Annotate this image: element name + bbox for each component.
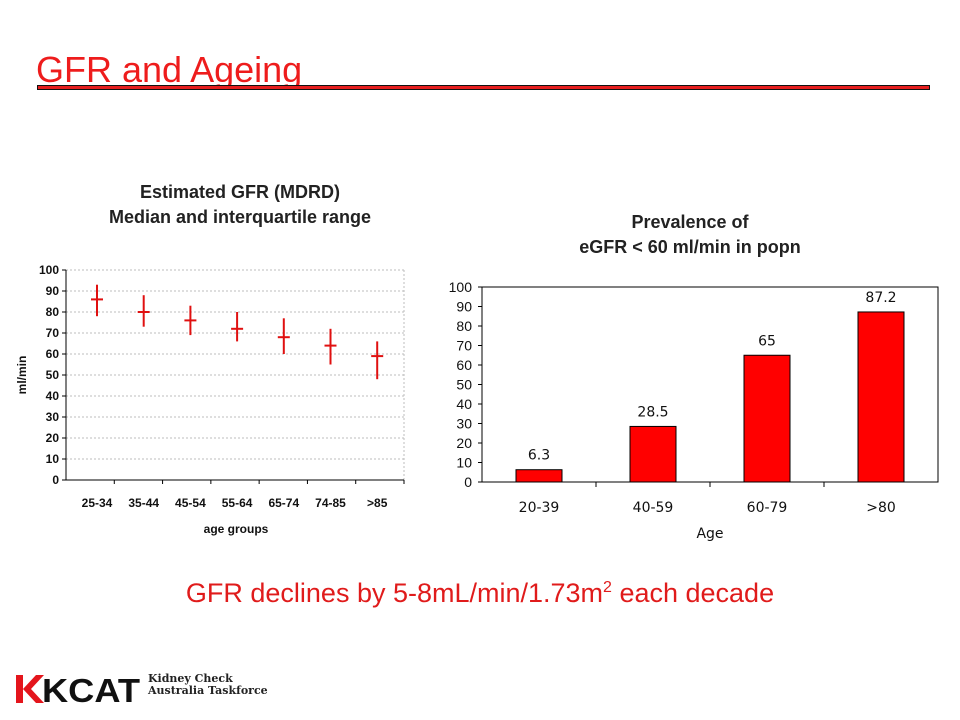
x-tick-label: 60-79: [747, 500, 788, 516]
logo-line2: Australia Taskforce: [148, 684, 268, 697]
bar: [629, 425, 677, 483]
x-tick-label: 45-54: [175, 496, 206, 510]
title-underline: [37, 85, 930, 90]
bar: [857, 311, 905, 483]
y-tick-label: 40: [46, 389, 60, 403]
x-tick-label: 55-64: [222, 496, 253, 510]
y-tick-label: 60: [46, 347, 60, 361]
gfr-chart-title: Estimated GFR (MDRD) Median and interqua…: [40, 180, 440, 230]
y-tick-label: 20: [46, 431, 60, 445]
y-tick-label: 30: [456, 416, 472, 432]
y-tick-label: 50: [456, 377, 472, 393]
y-tick-label: 10: [456, 455, 472, 471]
y-tick-label: 100: [449, 279, 473, 295]
x-tick-label: 40-59: [633, 500, 674, 516]
logo-line1: Kidney Check: [148, 672, 233, 685]
caption-tail: each decade: [611, 578, 775, 608]
logo-wordmark: Kidney Check Australia Taskforce: [148, 673, 268, 697]
x-tick-label: 25-34: [82, 496, 113, 510]
y-tick-label: 70: [456, 338, 472, 354]
bar: [515, 469, 563, 483]
x-tick-label: 74-85: [315, 496, 346, 510]
caption-main: GFR declines by 5-8mL/min/1.73m: [185, 578, 604, 608]
x-tick-label: 35-44: [128, 496, 159, 510]
y-tick-label: 100: [39, 263, 59, 277]
bar: [743, 354, 791, 483]
y-axis-title: ml/min: [15, 356, 29, 395]
data-label: 6.3: [528, 448, 550, 464]
y-tick-label: 60: [456, 357, 472, 373]
logo-mark-text: KCAT: [42, 672, 140, 709]
data-label: 65: [758, 333, 776, 349]
y-tick-label: 10: [46, 452, 60, 466]
y-tick-label: 80: [456, 318, 472, 334]
prevalence-chart-title: Prevalence of eGFR < 60 ml/min in popn: [490, 210, 890, 260]
x-tick-label: >80: [866, 500, 896, 516]
y-tick-label: 30: [46, 410, 60, 424]
x-tick-label: 20-39: [519, 500, 560, 516]
caption-superscript: 2: [603, 579, 612, 596]
prevalence-chart-title-line1: Prevalence of: [631, 212, 749, 232]
slide-caption: GFR declines by 5-8mL/min/1.73m2 each de…: [0, 578, 960, 609]
y-tick-label: 20: [456, 435, 472, 451]
data-label: 28.5: [637, 404, 668, 420]
gfr-chart-title-line2: Median and interquartile range: [108, 207, 372, 227]
prevalence-chart-title-line2: eGFR < 60 ml/min in popn: [579, 237, 801, 257]
data-label: 87.2: [865, 290, 896, 306]
x-axis-title: Age: [696, 526, 723, 542]
x-axis-title: age groups: [204, 522, 269, 536]
y-tick-label: 80: [46, 305, 60, 319]
x-tick-label: >85: [367, 496, 388, 510]
y-tick-label: 0: [464, 474, 472, 490]
y-tick-label: 70: [46, 326, 60, 340]
kcat-logo: KCAT: [16, 672, 140, 709]
gfr-chart-title-line1: Estimated GFR (MDRD): [139, 182, 340, 202]
slide-title: GFR and Ageing: [36, 49, 303, 90]
y-tick-label: 50: [46, 368, 60, 382]
y-tick-label: 40: [456, 396, 472, 412]
y-tick-label: 0: [52, 473, 59, 487]
y-tick-label: 90: [46, 284, 60, 298]
y-tick-label: 90: [456, 299, 472, 315]
x-tick-label: 65-74: [268, 496, 299, 510]
